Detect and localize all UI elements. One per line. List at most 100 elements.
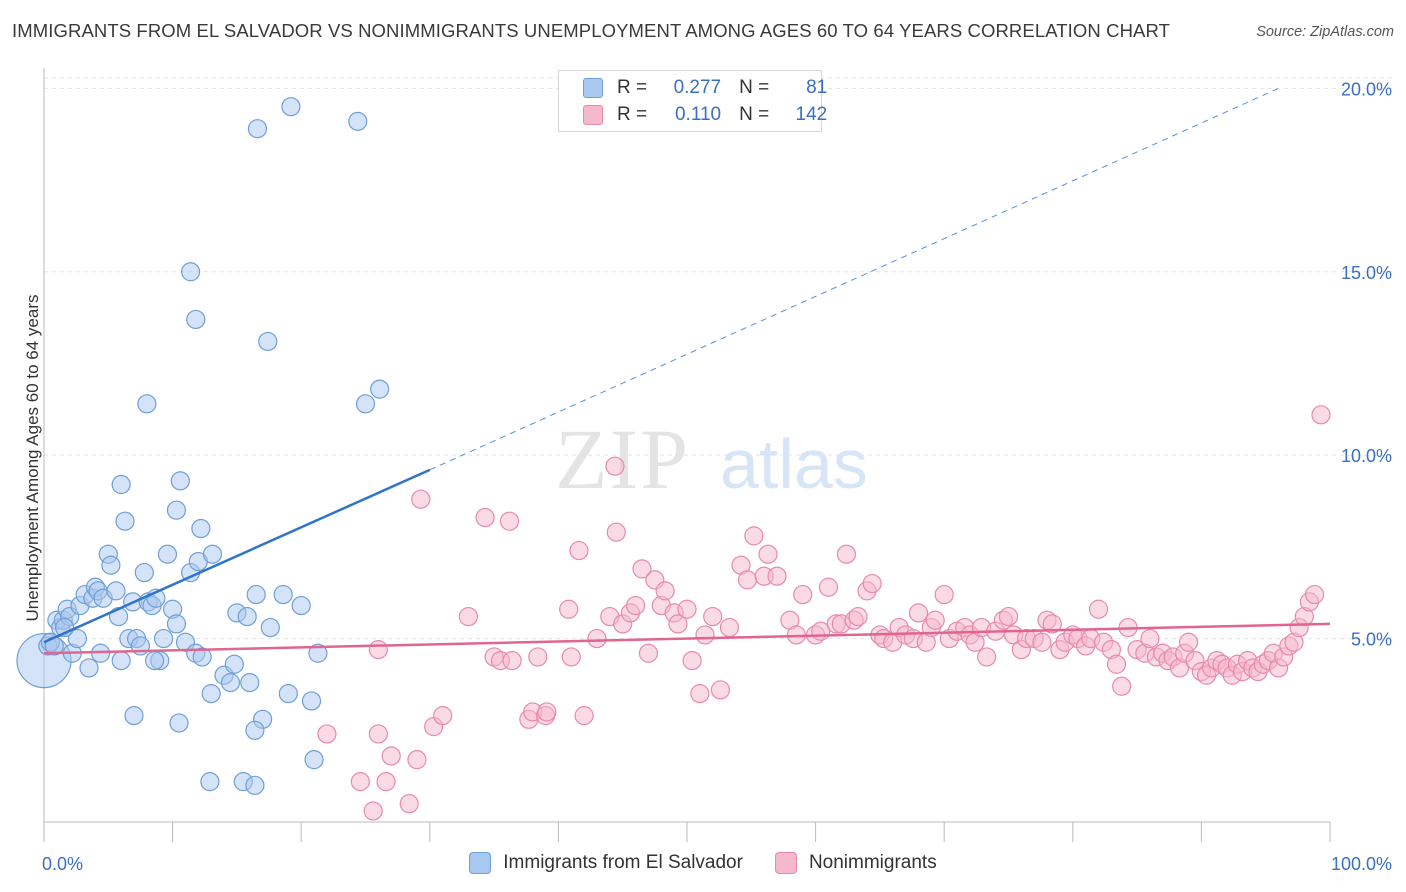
data-point-nonimmigrants <box>737 570 758 590</box>
data-point-immigrants <box>304 750 324 770</box>
data-point-nonimmigrants <box>458 606 478 627</box>
data-point-immigrants <box>220 673 241 693</box>
data-point-immigrants <box>115 511 135 531</box>
data-point-nonimmigrants <box>399 794 419 814</box>
data-point-immigrants <box>281 97 301 117</box>
watermark-atlas: atlas <box>720 425 868 503</box>
data-point-nonimmigrants <box>499 511 520 531</box>
series-nonimmigrants-points <box>317 405 1331 821</box>
chart-source: Source: ZipAtlas.com <box>1256 24 1394 40</box>
data-point-nonimmigrants <box>475 507 495 528</box>
data-point-immigrants <box>355 394 376 414</box>
data-point-nonimmigrants <box>818 577 839 597</box>
data-point-nonimmigrants <box>690 684 710 704</box>
legend-r-value: 0.277 <box>673 77 722 98</box>
data-point-nonimmigrants <box>537 702 557 722</box>
data-point-nonimmigrants <box>528 647 548 667</box>
data-point-immigrants <box>245 720 265 740</box>
data-point-immigrants <box>224 654 244 674</box>
legend-swatch-pink <box>774 852 797 874</box>
data-point-nonimmigrants <box>1112 676 1132 696</box>
data-point-nonimmigrants <box>767 566 787 586</box>
data-point-immigrants <box>278 684 298 704</box>
data-point-immigrants <box>291 595 311 616</box>
data-point-nonimmigrants <box>559 599 579 619</box>
axes <box>43 68 1331 842</box>
data-point-immigrants <box>237 606 257 627</box>
data-point-nonimmigrants <box>368 724 388 744</box>
legend-label-immigrants: Immigrants from El Salvador <box>503 852 743 873</box>
data-point-immigrants <box>247 119 268 139</box>
data-point-nonimmigrants <box>862 573 882 594</box>
data-point-nonimmigrants <box>710 680 731 700</box>
data-point-immigrants <box>258 331 278 352</box>
trend-line-immigrants-extension <box>429 87 1279 471</box>
data-point-nonimmigrants <box>677 599 697 619</box>
legend-item-immigrants: Immigrants from El Salvador <box>469 852 743 874</box>
data-point-nonimmigrants <box>848 606 868 627</box>
y-tick-labels: 5.0% 10.0% 15.0% 20.0% <box>1341 79 1392 649</box>
data-point-nonimmigrants <box>719 617 740 638</box>
gridlines <box>44 77 1394 640</box>
data-point-immigrants <box>260 617 280 638</box>
data-point-nonimmigrants <box>317 724 337 744</box>
data-point-immigrants <box>144 650 165 671</box>
data-point-nonimmigrants <box>934 584 954 605</box>
data-point-nonimmigrants <box>407 750 427 770</box>
y-tick-label: 15.0% <box>1341 263 1392 283</box>
data-point-nonimmigrants <box>368 639 388 660</box>
data-point-immigrants <box>348 111 368 131</box>
data-point-nonimmigrants <box>1042 614 1062 634</box>
legend-r-label: R = <box>617 104 648 125</box>
data-point-nonimmigrants <box>908 603 929 623</box>
data-point-nonimmigrants <box>1304 584 1325 605</box>
data-point-nonimmigrants <box>433 706 453 726</box>
data-point-immigrants <box>169 713 189 733</box>
data-point-immigrants <box>166 614 187 634</box>
y-axis-label: Unemployment Among Ages 60 to 64 years <box>23 295 42 622</box>
legend-swatch-blue <box>469 852 492 874</box>
y-tick-label: 10.0% <box>1341 446 1392 466</box>
legend-r-value: 0.110 <box>674 104 722 125</box>
data-point-immigrants <box>166 500 187 520</box>
data-point-nonimmigrants <box>836 544 857 564</box>
data-point-nonimmigrants <box>655 581 675 601</box>
data-point-immigrants <box>192 647 212 667</box>
legend-n-value: 81 <box>806 77 828 98</box>
x-tick-label-end: 100.0% <box>1331 854 1392 874</box>
data-point-immigrants <box>111 650 131 671</box>
y-tick-label: 20.0% <box>1341 79 1392 99</box>
data-point-immigrants <box>157 544 178 564</box>
legend-label-nonimmigrants: Nonimmigrants <box>808 852 937 873</box>
trend-lines <box>43 87 1331 655</box>
data-point-immigrants <box>240 673 260 693</box>
data-point-nonimmigrants <box>625 595 646 616</box>
legend-swatch-pink <box>583 105 603 125</box>
data-point-nonimmigrants <box>411 489 431 509</box>
data-point-nonimmigrants <box>793 584 813 605</box>
series-immigrants-points <box>16 97 390 795</box>
legend-r-label: R = <box>617 77 648 98</box>
data-point-immigrants <box>273 584 293 605</box>
data-point-immigrants <box>370 379 390 399</box>
legend-item-nonimmigrants: Nonimmigrants <box>774 852 937 874</box>
data-point-immigrants <box>137 394 157 414</box>
data-point-nonimmigrants <box>569 540 589 561</box>
data-point-nonimmigrants <box>695 625 715 645</box>
legend-row-nonimmigrants: R = 0.110 N = 142 <box>583 103 827 127</box>
trend-line-nonimmigrants <box>43 622 1331 655</box>
data-point-nonimmigrants <box>758 544 778 564</box>
data-point-nonimmigrants <box>1140 628 1160 649</box>
correlation-legend: R = 0.277 N = 81 R = 0.110 N = 142 <box>558 70 827 132</box>
data-point-nonimmigrants <box>1032 632 1052 652</box>
data-point-nonimmigrants <box>1178 632 1199 652</box>
data-point-nonimmigrants <box>998 606 1019 627</box>
watermark-zip: ZIP <box>555 411 690 507</box>
data-point-nonimmigrants <box>350 772 370 792</box>
data-point-nonimmigrants <box>502 650 522 671</box>
y-tick-label: 5.0% <box>1351 630 1392 650</box>
data-point-immigrants <box>124 706 144 726</box>
data-point-nonimmigrants <box>606 522 626 542</box>
legend-row-immigrants: R = 0.277 N = 81 <box>583 76 827 100</box>
data-point-nonimmigrants <box>1106 654 1127 674</box>
